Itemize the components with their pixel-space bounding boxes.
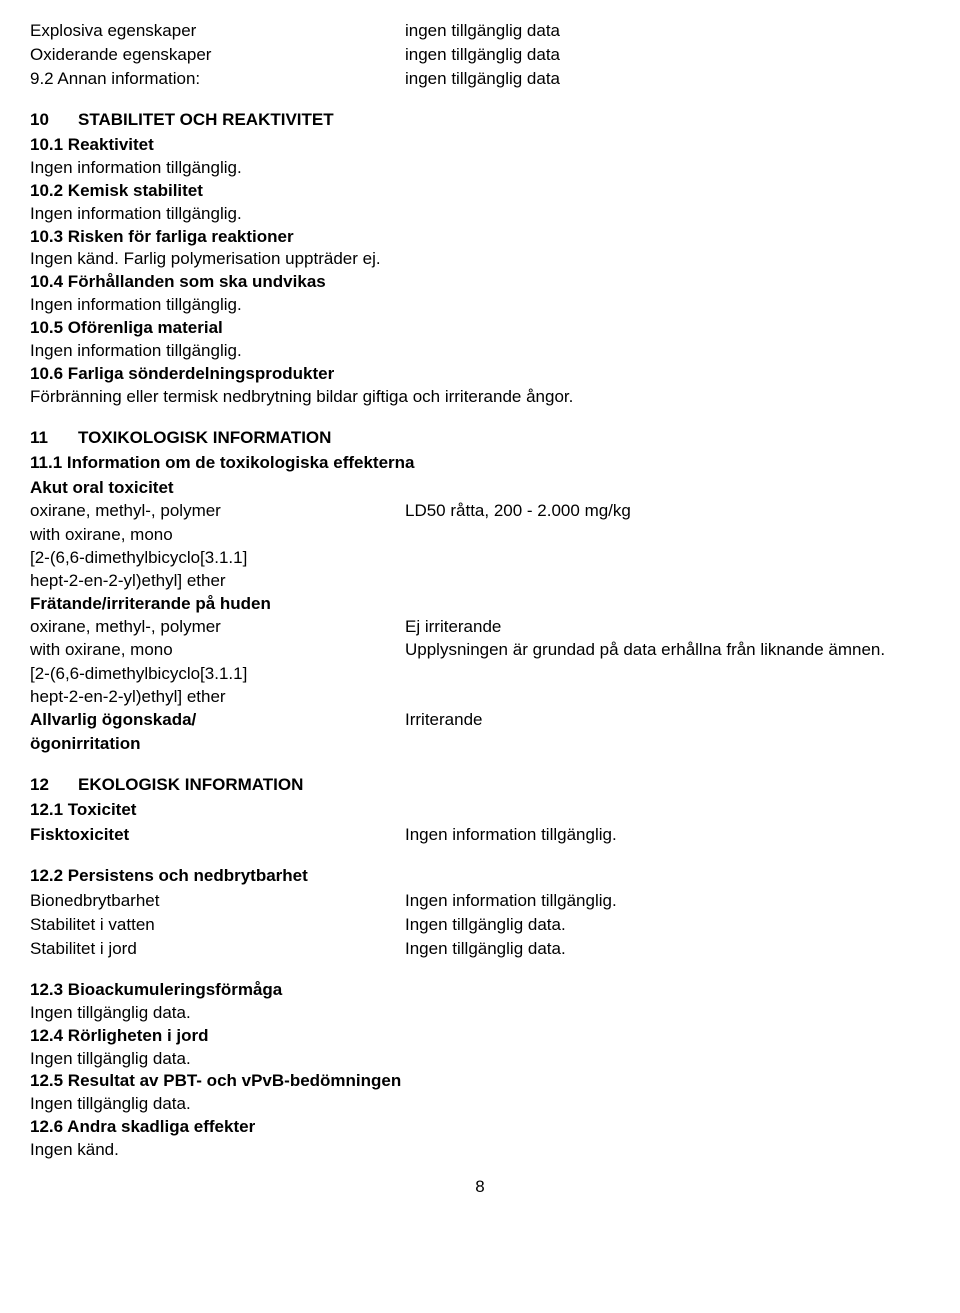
- prop-label: Oxiderande egenskaper: [30, 44, 405, 67]
- eco-label: Stabilitet i jord: [30, 938, 405, 961]
- tox-value: Ej irriterande: [405, 616, 930, 639]
- subheading: 12.2 Persistens och nedbrytbarhet: [30, 865, 930, 888]
- eco-value: Ingen information tillgänglig.: [405, 890, 930, 913]
- chem-name: hept-2-en-2-yl)ethyl] ether: [30, 570, 930, 593]
- tox-value: LD50 råtta, 200 - 2.000 mg/kg: [405, 500, 930, 523]
- subheading: Akut oral toxicitet: [30, 477, 930, 500]
- subheading: 12.1 Toxicitet: [30, 799, 930, 822]
- subheading: 10.1 Reaktivitet: [30, 134, 930, 157]
- section-title: TOXIKOLOGISK INFORMATION: [78, 428, 331, 447]
- tox-row: oxirane, methyl-, polymer Ej irriterande: [30, 616, 930, 639]
- tox-row: with oxirane, mono Upplysningen är grund…: [30, 639, 930, 662]
- body-text: Ingen tillgänglig data.: [30, 1002, 930, 1025]
- tox-row: Allvarlig ögonskada/ Irriterande: [30, 709, 930, 732]
- chem-name: hept-2-en-2-yl)ethyl] ether: [30, 686, 930, 709]
- chem-name: [2-(6,6-dimethylbicyclo[3.1.1]: [30, 663, 930, 686]
- eco-value: Ingen tillgänglig data.: [405, 938, 930, 961]
- section-12-heading: 12EKOLOGISK INFORMATION: [30, 774, 930, 797]
- section-title: STABILITET OCH REAKTIVITET: [78, 110, 334, 129]
- prop-label: Explosiva egenskaper: [30, 20, 405, 43]
- eco-label: Bionedbrytbarhet: [30, 890, 405, 913]
- subheading: 12.5 Resultat av PBT- och vPvB-bedömning…: [30, 1070, 930, 1093]
- subheading: 10.5 Oförenliga material: [30, 317, 930, 340]
- chem-name: with oxirane, mono: [30, 639, 405, 662]
- body-text: Ingen tillgänglig data.: [30, 1048, 930, 1071]
- tox-value: Irriterande: [405, 709, 930, 732]
- chem-name: oxirane, methyl-, polymer: [30, 500, 405, 523]
- body-text: Ingen information tillgänglig.: [30, 203, 930, 226]
- section-10-heading: 10STABILITET OCH REAKTIVITET: [30, 109, 930, 132]
- body-text: Ingen känd. Farlig polymerisation uppträ…: [30, 248, 930, 271]
- subheading: 10.3 Risken för farliga reaktioner: [30, 226, 930, 249]
- subheading: 10.4 Förhållanden som ska undvikas: [30, 271, 930, 294]
- eco-label: Fisktoxicitet: [30, 824, 405, 847]
- section-number: 12: [30, 774, 78, 797]
- subheading: 11.1 Information om de toxikologiska eff…: [30, 452, 930, 475]
- prop-row: Explosiva egenskaper ingen tillgänglig d…: [30, 20, 930, 43]
- prop-value: ingen tillgänglig data: [405, 44, 930, 67]
- eco-row: Bionedbrytbarhet Ingen information tillg…: [30, 890, 930, 913]
- subheading: ögonirritation: [30, 733, 930, 756]
- body-text: Ingen information tillgänglig.: [30, 294, 930, 317]
- body-text: Ingen information tillgänglig.: [30, 340, 930, 363]
- tox-row: oxirane, methyl-, polymer LD50 råtta, 20…: [30, 500, 930, 523]
- eco-value: Ingen information tillgänglig.: [405, 824, 930, 847]
- eco-row: Stabilitet i jord Ingen tillgänglig data…: [30, 938, 930, 961]
- prop-value: ingen tillgänglig data: [405, 20, 930, 43]
- subheading: 10.6 Farliga sönderdelningsprodukter: [30, 363, 930, 386]
- body-text: Ingen information tillgänglig.: [30, 157, 930, 180]
- body-text: Förbränning eller termisk nedbrytning bi…: [30, 386, 930, 409]
- tox-value: Upplysningen är grundad på data erhållna…: [405, 639, 930, 662]
- subheading: Frätande/irriterande på huden: [30, 593, 930, 616]
- body-text: Ingen tillgänglig data.: [30, 1093, 930, 1116]
- eco-row: Fisktoxicitet Ingen information tillgäng…: [30, 824, 930, 847]
- prop-label: 9.2 Annan information:: [30, 68, 405, 91]
- eco-value: Ingen tillgänglig data.: [405, 914, 930, 937]
- body-text: Ingen känd.: [30, 1139, 930, 1162]
- subheading: 12.6 Andra skadliga effekter: [30, 1116, 930, 1139]
- prop-value: ingen tillgänglig data: [405, 68, 930, 91]
- chem-name: [2-(6,6-dimethylbicyclo[3.1.1]: [30, 547, 930, 570]
- section-11-heading: 11TOXIKOLOGISK INFORMATION: [30, 427, 930, 450]
- chem-name: with oxirane, mono: [30, 524, 930, 547]
- eco-label: Stabilitet i vatten: [30, 914, 405, 937]
- prop-row: 9.2 Annan information: ingen tillgänglig…: [30, 68, 930, 91]
- section-number: 11: [30, 427, 78, 450]
- subheading: 12.3 Bioackumuleringsförmåga: [30, 979, 930, 1002]
- subheading: Allvarlig ögonskada/: [30, 709, 405, 732]
- section-title: EKOLOGISK INFORMATION: [78, 775, 303, 794]
- subheading: 12.4 Rörligheten i jord: [30, 1025, 930, 1048]
- prop-row: Oxiderande egenskaper ingen tillgänglig …: [30, 44, 930, 67]
- chem-name: oxirane, methyl-, polymer: [30, 616, 405, 639]
- eco-row: Stabilitet i vatten Ingen tillgänglig da…: [30, 914, 930, 937]
- section-number: 10: [30, 109, 78, 132]
- page-number: 8: [30, 1176, 930, 1199]
- subheading: 10.2 Kemisk stabilitet: [30, 180, 930, 203]
